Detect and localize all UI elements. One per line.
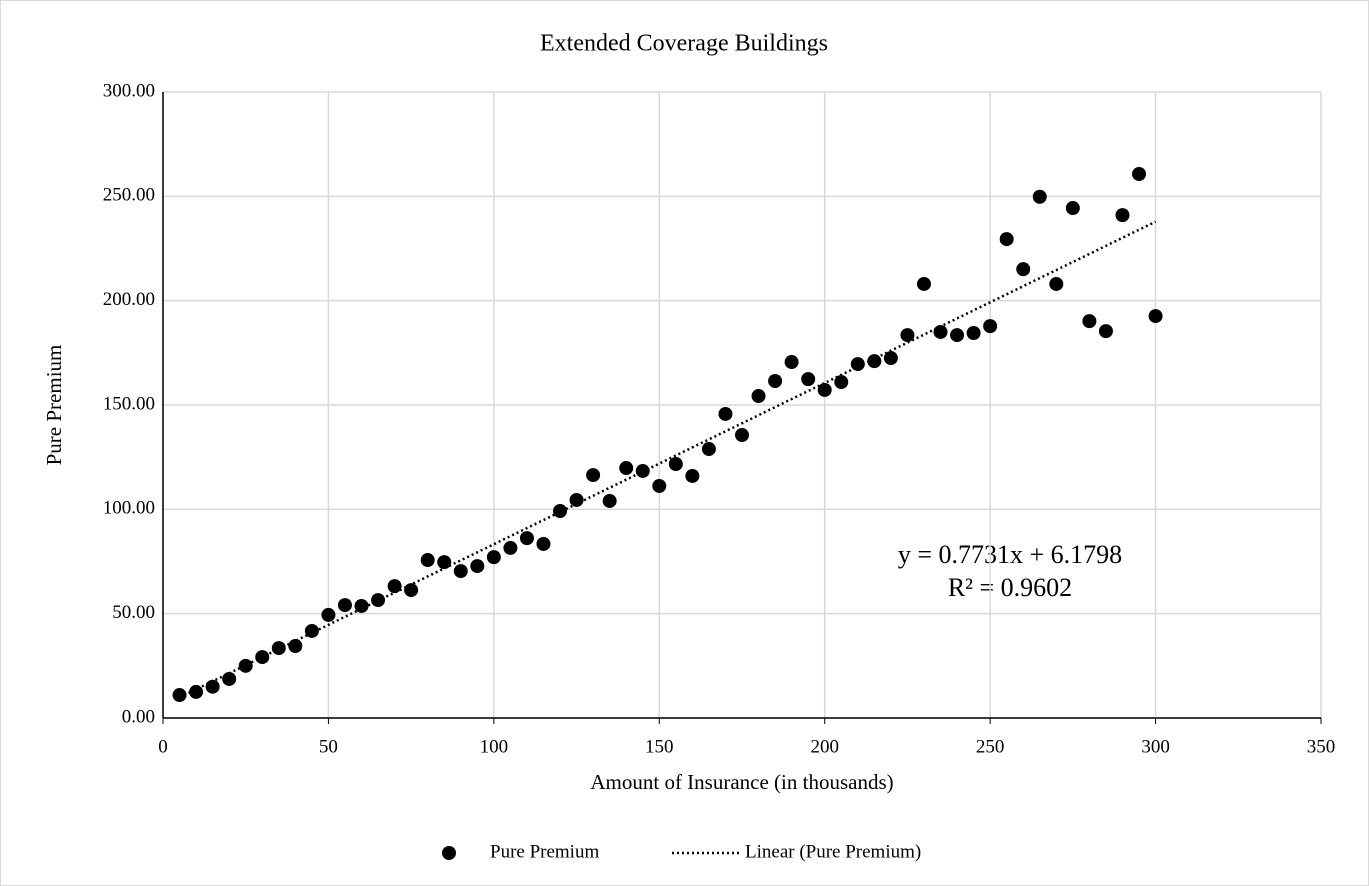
- y-tick-label: 300.00: [103, 80, 155, 101]
- x-tick-label: 100: [480, 736, 509, 757]
- x-tick-label: 0: [158, 736, 168, 757]
- x-tick-label: 50: [319, 736, 338, 757]
- data-point: [735, 428, 749, 443]
- data-point: [685, 468, 700, 483]
- data-point: [950, 328, 965, 343]
- data-point: [536, 536, 551, 551]
- y-tick-label: 0.00: [122, 706, 155, 727]
- data-point: [437, 555, 452, 570]
- data-point: [751, 389, 766, 404]
- y-tick-label: 250.00: [103, 185, 155, 206]
- y-tick-label: 50.00: [112, 602, 155, 623]
- data-point: [321, 607, 336, 622]
- data-point: [503, 540, 518, 555]
- data-point: [983, 319, 998, 334]
- data-point: [801, 372, 816, 387]
- data-point: [619, 461, 634, 476]
- data-point: [288, 639, 303, 654]
- trend-equation: y = 0.7731x + 6.1798: [898, 540, 1122, 569]
- data-point: [470, 559, 485, 574]
- data-point: [519, 531, 534, 546]
- data-point: [1065, 201, 1080, 216]
- data-point: [966, 326, 981, 341]
- chart-title: Extended Coverage Buildings: [540, 31, 828, 57]
- data-point: [1032, 189, 1047, 204]
- data-point: [1115, 208, 1130, 223]
- data-point: [784, 355, 799, 370]
- data-point: [189, 684, 204, 699]
- data-point: [354, 598, 369, 613]
- data-point: [222, 671, 237, 686]
- data-point: [867, 354, 882, 369]
- data-point: [718, 406, 733, 421]
- data-point: [1016, 262, 1031, 277]
- legend-marker: [442, 846, 456, 860]
- data-point: [337, 598, 352, 613]
- data-point: [486, 550, 501, 565]
- legend-label: Linear (Pure Premium): [745, 841, 921, 862]
- data-point: [205, 679, 220, 694]
- data-point: [900, 328, 915, 343]
- data-point: [701, 442, 716, 457]
- x-tick-label: 200: [810, 736, 839, 757]
- data-point: [420, 553, 435, 568]
- data-point: [916, 276, 931, 291]
- y-tick-label: 100.00: [103, 498, 155, 519]
- data-point: [1049, 276, 1064, 291]
- data-point: [1132, 167, 1147, 182]
- data-point: [586, 468, 601, 483]
- data-point: [238, 658, 253, 673]
- trend-r-squared: R² = 0.9602: [948, 573, 1072, 602]
- data-point: [304, 623, 319, 638]
- data-point: [255, 650, 270, 665]
- data-point: [817, 382, 832, 397]
- data-point: [768, 374, 783, 389]
- data-point: [553, 504, 568, 519]
- y-tick-label: 200.00: [103, 289, 155, 310]
- data-point: [1148, 309, 1163, 324]
- y-axis-title: Pure Premium: [42, 345, 66, 466]
- legend-label: Pure Premium: [490, 841, 599, 862]
- x-tick-label: 150: [645, 736, 674, 757]
- data-point: [172, 688, 187, 703]
- x-tick-label: 250: [976, 736, 1005, 757]
- data-point: [387, 579, 402, 594]
- data-point: [883, 351, 898, 366]
- x-axis-title: Amount of Insurance (in thousands): [590, 770, 893, 794]
- data-point: [453, 564, 468, 579]
- data-point: [404, 583, 419, 598]
- x-tick-label: 350: [1307, 736, 1336, 757]
- data-point: [652, 478, 667, 493]
- data-point: [1098, 324, 1113, 339]
- data-point: [834, 375, 849, 390]
- y-tick-label: 150.00: [103, 393, 155, 414]
- data-point: [1082, 314, 1097, 329]
- data-point: [999, 232, 1014, 247]
- trendline: [178, 220, 1157, 699]
- data-point: [602, 493, 617, 508]
- x-tick-label: 300: [1141, 736, 1170, 757]
- data-point: [668, 457, 683, 472]
- data-point: [933, 324, 948, 339]
